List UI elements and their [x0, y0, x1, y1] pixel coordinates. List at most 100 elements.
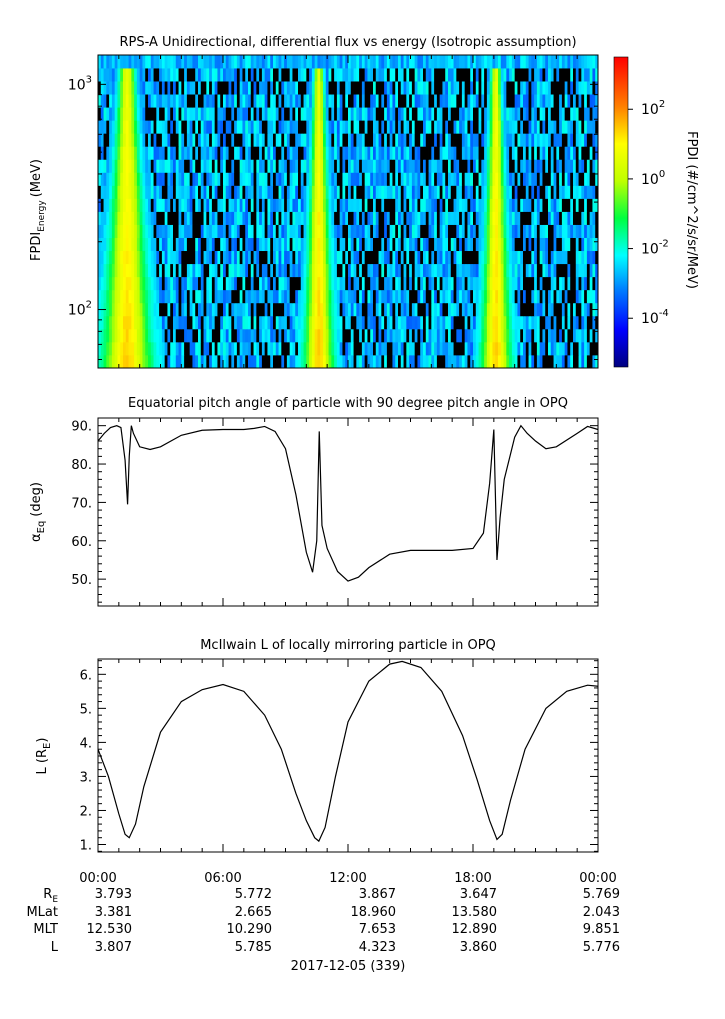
spectrogram-cell — [342, 341, 346, 356]
spectrogram-cell — [220, 250, 224, 265]
spectrogram-cell — [378, 146, 382, 160]
spectrogram-cell — [164, 172, 168, 186]
spectrogram-cell — [228, 55, 232, 69]
spectrogram-cell — [381, 185, 385, 199]
spectrogram-cell — [356, 159, 360, 173]
spectrogram-cell — [167, 341, 171, 356]
spectrogram-cell — [420, 81, 424, 95]
spectrogram-cell — [239, 185, 243, 199]
spectrogram-cell — [159, 354, 163, 369]
spectrogram-cell — [228, 120, 232, 134]
spectrogram-cell — [184, 81, 188, 95]
spectrogram-cell — [528, 250, 532, 265]
spectrogram-cell — [400, 276, 404, 291]
spectrogram-cell — [373, 315, 377, 330]
spectrogram-cell — [528, 211, 532, 225]
spectrogram-cell — [250, 172, 254, 186]
spectrogram-cell — [539, 224, 543, 238]
spectrogram-cell — [209, 68, 213, 82]
spectrogram-cell — [300, 55, 304, 69]
spectrogram-cell — [153, 328, 157, 343]
spectrogram-cell — [473, 263, 477, 278]
spectrogram-cell — [142, 81, 146, 95]
spectrogram-cell — [267, 224, 271, 238]
spectrogram-cell — [475, 276, 479, 291]
spectrogram-cell — [356, 146, 360, 160]
spectrogram-cell — [384, 185, 388, 199]
spectrogram-cell — [336, 263, 341, 278]
spectrogram-cell — [339, 302, 343, 317]
spectrogram-cell — [353, 276, 357, 291]
spectrogram-cell — [467, 302, 471, 317]
spectrogram-cell — [539, 198, 543, 212]
spectrogram-cell — [334, 185, 338, 199]
spectrogram-cell — [275, 81, 279, 95]
spectrogram-cell — [325, 276, 329, 291]
spectrogram-cell — [139, 341, 143, 356]
spectrogram-cell — [248, 94, 252, 108]
spectrogram-cell — [367, 107, 371, 121]
spectrogram-cell — [586, 224, 591, 238]
spectrogram-cell — [292, 107, 296, 121]
spectrogram-cell — [220, 341, 224, 356]
spectrogram-cell — [98, 198, 102, 212]
spectrogram-cell — [270, 315, 274, 330]
spectrogram-cell — [475, 354, 479, 369]
spectrogram-cell — [325, 341, 329, 356]
spectrogram-cell — [392, 341, 396, 356]
spectrogram-cell — [214, 289, 218, 304]
spectrogram-cell — [320, 185, 324, 199]
spectrogram-cell — [195, 328, 199, 343]
spectrogram-cell — [336, 250, 341, 265]
spectrogram-cell — [492, 289, 496, 304]
spectrogram-cell — [478, 94, 482, 108]
spectrogram-cell — [320, 276, 324, 291]
spectrogram-cell — [589, 211, 593, 225]
spectrogram-cell — [159, 133, 163, 147]
spectrogram-cell — [500, 315, 504, 330]
spectrogram-cell — [111, 354, 116, 369]
spectrogram-cell — [500, 250, 504, 265]
spectrogram-cell — [336, 146, 341, 160]
spectrogram-cell — [153, 81, 157, 95]
spectrogram-cell — [556, 289, 560, 304]
spectrogram-cell — [192, 211, 196, 225]
spectrogram-cell — [459, 289, 463, 304]
spectrogram-cell — [411, 263, 416, 278]
spectrogram-cell — [209, 211, 213, 225]
spectrogram-cell — [131, 211, 135, 225]
spectrogram-cell — [106, 146, 110, 160]
spectrogram-cell — [150, 55, 154, 69]
spectrogram-cell — [295, 276, 299, 291]
spectrogram-cell — [509, 315, 513, 330]
spectrogram-cell — [175, 315, 179, 330]
spectrogram-cell — [334, 68, 338, 82]
spectrogram-cell — [214, 68, 218, 82]
spectrogram-cell — [381, 68, 385, 82]
ephemeris-value: 12.890 — [452, 922, 498, 937]
spectrogram-cell — [323, 120, 327, 134]
spectrogram-cell — [186, 315, 191, 330]
spectrogram-cell — [514, 250, 518, 265]
spectrogram-cell — [514, 159, 518, 173]
spectrogram-cell — [428, 146, 432, 160]
spectrogram-cell — [436, 211, 441, 225]
spectrogram-cell — [192, 146, 196, 160]
spectrogram-cell — [595, 107, 599, 121]
spectrogram-cell — [589, 354, 593, 369]
spectrogram-cell — [553, 211, 557, 225]
spectrogram-cell — [556, 276, 560, 291]
spectrogram-cell — [417, 341, 421, 356]
spectrogram-cell — [167, 263, 171, 278]
spectrogram-cell — [534, 250, 538, 265]
spectrogram-cell — [386, 185, 391, 199]
spectrogram-cell — [592, 107, 596, 121]
spectrogram-cell — [167, 81, 171, 95]
spectrogram-cell — [345, 211, 349, 225]
spectrogram-cell — [300, 107, 304, 121]
spectrogram-cell — [303, 198, 307, 212]
spectrogram-cell — [489, 354, 493, 369]
spectrogram-cell — [550, 276, 554, 291]
spectrogram-cell — [286, 172, 291, 186]
spectrogram-cell — [281, 68, 285, 82]
